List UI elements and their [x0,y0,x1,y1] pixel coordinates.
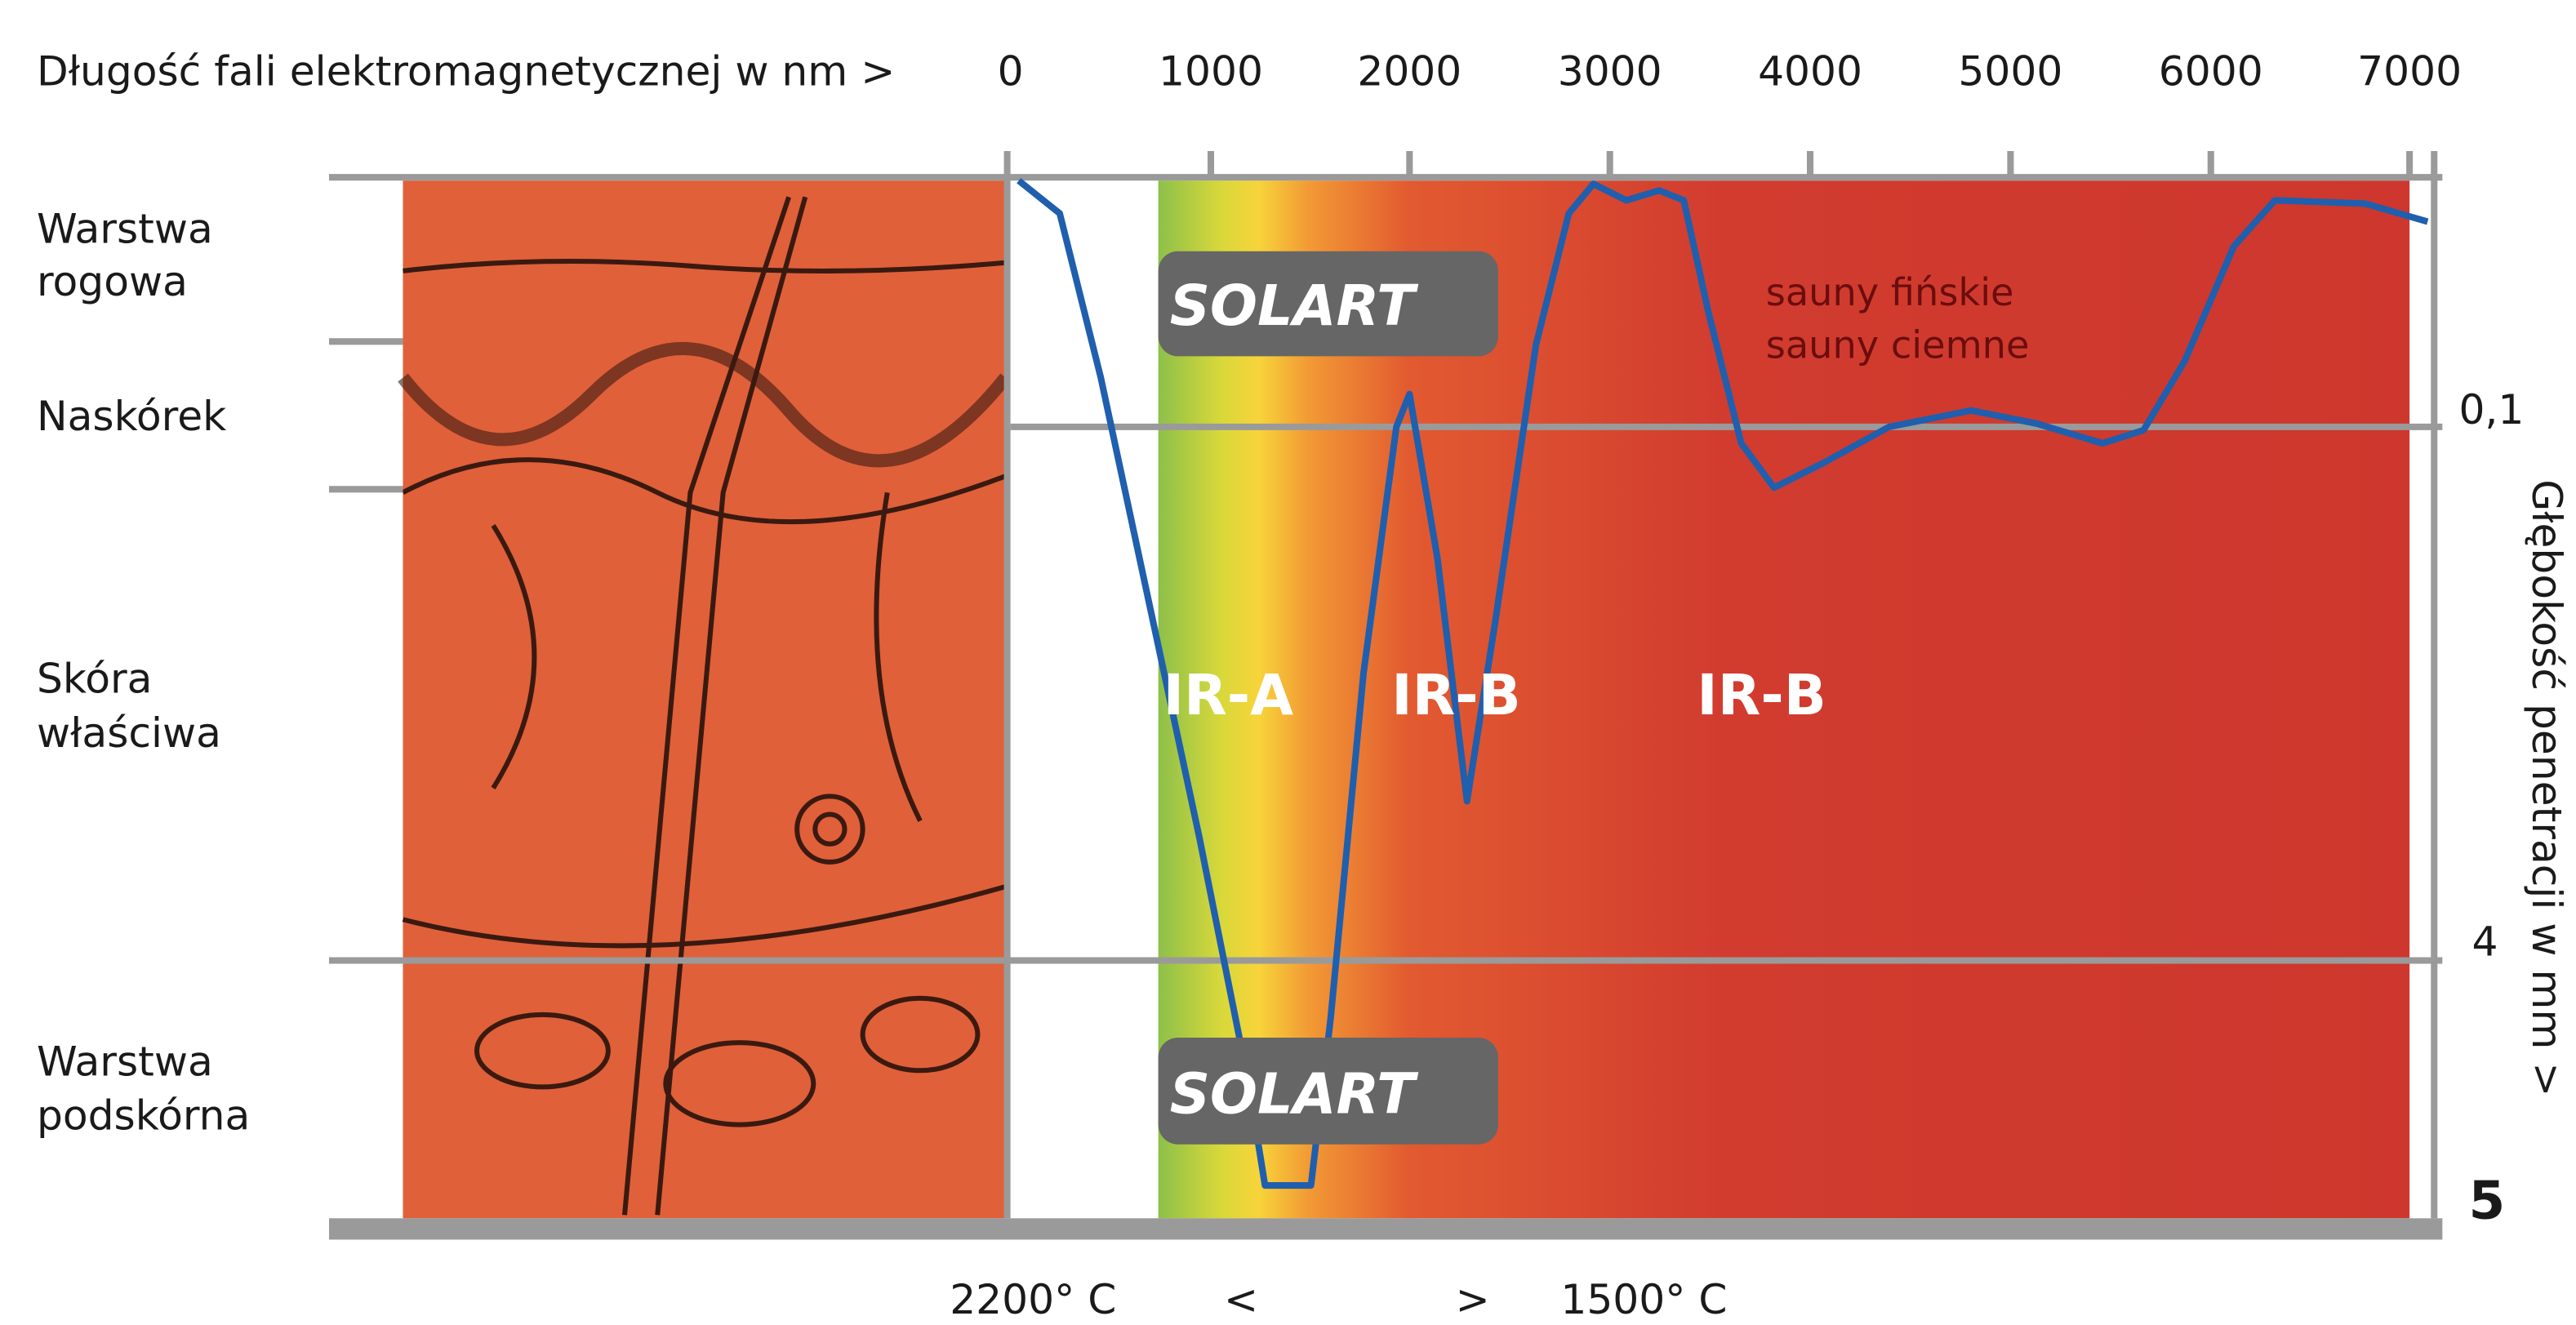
grid [328,151,2443,1219]
layer-label: Warstwa [37,1037,213,1085]
x-tick-label: 5000 [1958,47,2062,96]
x-tick-label: 6000 [2159,47,2263,96]
layer-label: rogowa [37,257,188,305]
band-label: IR-A [1163,664,1293,728]
temperature: > [1456,1275,1490,1323]
x-tick-label: 2000 [1357,47,1462,96]
depth-tick: 0,1 [2458,385,2524,434]
depth-tick: 5 [2469,1170,2506,1231]
layer-label: Warstwa [37,205,213,253]
axis-title: Długość fali elektromagnetycznej w nm > [37,47,895,96]
temperature: 2200° C [950,1275,1116,1323]
band-label: IR-B [1391,664,1521,728]
x-tick-label: 1000 [1159,47,1263,96]
logo-text: SOLART [1170,1063,1419,1127]
logo [1158,1038,1498,1145]
depth-axis-title: Głębokość penetracji w mm > [2523,479,2571,1096]
skin-sketch [398,196,1011,1216]
x-tick-label: 3000 [1558,47,1662,96]
note: sauny fińskie [1766,270,2014,314]
layer-label: Naskórek [37,392,226,440]
layer-label: Skóra [37,655,152,703]
x-tick-label: 4000 [1758,47,1862,96]
base-bar [328,1218,2443,1240]
band-label: IR-B [1697,664,1826,728]
layer-label: właściwa [37,709,221,757]
x-tick-label: 7000 [2357,47,2462,96]
temperature: 1500° C [1560,1275,1727,1323]
logo-text: SOLART [1170,274,1419,339]
x-tick-label: 0 [998,47,1024,96]
note: sauny ciemne [1766,322,2030,367]
temperature: < [1224,1275,1258,1323]
depth-tick: 4 [2472,917,2498,965]
tick-labels: 0 1000 2000 3000 4000 5000 6000 7000 [998,47,2462,96]
layer-label: podskórna [37,1092,250,1140]
logo [1158,251,1498,357]
penetration-curve [1017,178,2429,1189]
